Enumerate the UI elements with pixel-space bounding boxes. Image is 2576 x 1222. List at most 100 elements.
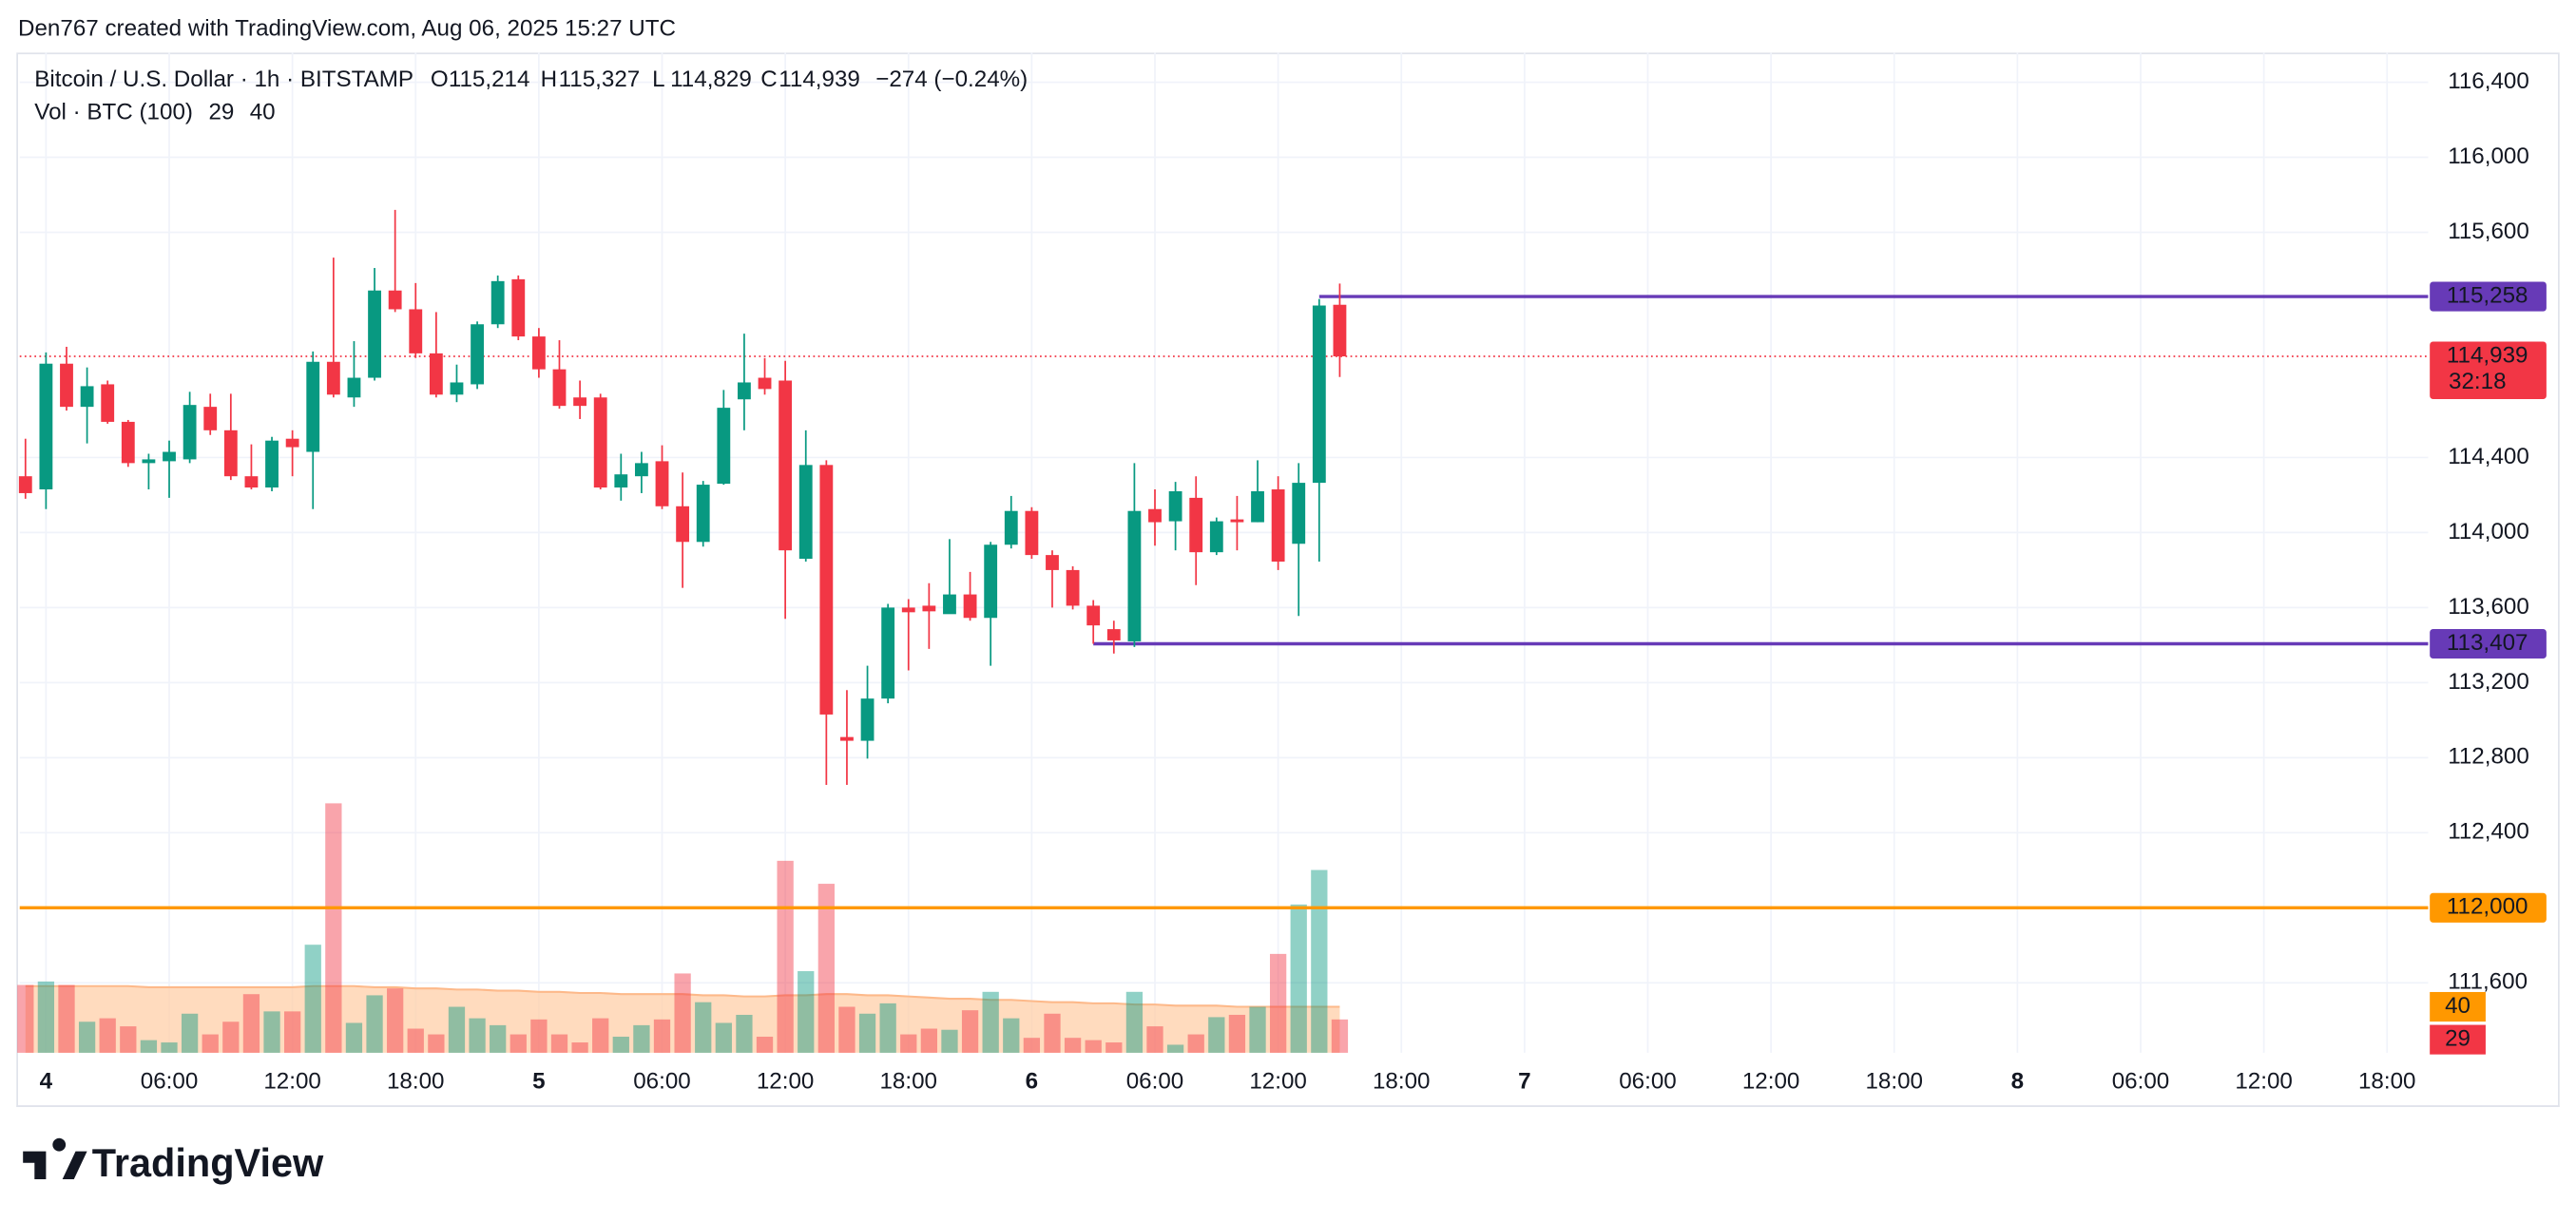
- volume-bar: [858, 1013, 876, 1053]
- volume-bar: [715, 1022, 732, 1053]
- candle-body: [511, 278, 526, 337]
- legend-value: 115,214: [449, 67, 530, 92]
- y-tick-label: 113,200: [2448, 669, 2529, 695]
- candle-body: [593, 397, 607, 488]
- candle-body: [285, 438, 299, 448]
- x-tick-label: 12:00: [263, 1068, 321, 1094]
- volume-bar: [428, 1034, 445, 1053]
- volume-bar: [756, 1036, 774, 1053]
- volume-bar: [1208, 1017, 1225, 1053]
- volume-bar: [490, 1024, 507, 1053]
- volume-bar: [1311, 869, 1328, 1053]
- volume-bar: [1228, 1014, 1246, 1053]
- last-price-label: 114,939: [2447, 342, 2528, 368]
- logo-text: TradingView: [92, 1140, 324, 1185]
- x-tick-label: 5: [532, 1068, 545, 1094]
- volume-bar: [1125, 991, 1144, 1053]
- volume-bar: [612, 1036, 629, 1053]
- volume-ma-area: [25, 985, 1340, 1053]
- candle-body: [121, 421, 135, 464]
- candle-body: [655, 461, 669, 506]
- volume-bar: [653, 1019, 671, 1053]
- candle-body: [1066, 569, 1080, 606]
- volume-bar: [448, 1006, 466, 1053]
- legend-key: O: [431, 67, 449, 92]
- y-tick-label: 112,400: [2448, 819, 2529, 845]
- volume-bar: [469, 1018, 486, 1053]
- candle-body: [1209, 521, 1223, 553]
- volume-label: 29: [2445, 1025, 2470, 1051]
- volume-bar: [571, 1042, 588, 1053]
- x-tick-label: 06:00: [1619, 1068, 1677, 1094]
- candle-body: [326, 361, 340, 395]
- volume-bar: [181, 1013, 199, 1053]
- last-price-box: [2430, 341, 2547, 399]
- candle-body: [901, 607, 915, 613]
- axes: 4 06:00 12:00 18:00 5 06:00 12:00 18:00 6 06:00 12…: [40, 68, 2547, 1094]
- candle-body: [60, 363, 73, 408]
- volume-ma-label-box: [2430, 991, 2486, 1022]
- legend-value: 114,829: [670, 67, 752, 92]
- legend-key: H: [541, 67, 557, 92]
- logo: TradingView: [23, 1137, 324, 1185]
- volume-bar: [1166, 1044, 1184, 1053]
- candle-body: [1106, 629, 1121, 640]
- candle-body: [265, 440, 279, 488]
- volume-bar: [1003, 1018, 1020, 1053]
- candle-body: [676, 506, 690, 543]
- volume-ma-line: [25, 984, 1340, 1008]
- volume-bar: [263, 1011, 280, 1053]
- legend-key: L: [652, 67, 664, 92]
- level-label-box: [2430, 628, 2547, 659]
- x-tick-label: 12:00: [757, 1068, 815, 1094]
- volume-label-box: [2430, 1024, 2486, 1055]
- candle-body: [388, 290, 402, 310]
- candle-body: [717, 408, 731, 485]
- volume-bar: [1187, 1034, 1204, 1053]
- volume-bar: [1085, 1040, 1102, 1053]
- volume-bar: [1331, 1019, 1349, 1053]
- candle-body: [142, 459, 156, 464]
- volume-bar: [283, 1011, 301, 1053]
- volume-bar: [1269, 953, 1287, 1053]
- volume-bar: [530, 1019, 548, 1053]
- volume-bar: [592, 1018, 609, 1053]
- volume-bar: [140, 1040, 158, 1053]
- volume-bar: [509, 1034, 527, 1053]
- legend-value: 115,327: [559, 67, 641, 92]
- candle-body: [1271, 489, 1285, 563]
- x-tick-label: 06:00: [141, 1068, 199, 1094]
- volume-bar: [387, 988, 404, 1053]
- x-tick-label: 18:00: [2358, 1068, 2416, 1094]
- volume-bar: [407, 1028, 424, 1053]
- x-tick-label: 4: [40, 1068, 53, 1094]
- candle-body: [1086, 605, 1101, 626]
- volume-bar: [900, 1034, 917, 1053]
- candle-body: [306, 361, 320, 452]
- candle-body: [614, 474, 628, 488]
- x-tick-label: 06:00: [2112, 1068, 2170, 1094]
- volume-bar: [736, 1014, 753, 1053]
- x-tick-label: 12:00: [2235, 1068, 2293, 1094]
- volume-bar: [120, 1026, 137, 1053]
- candle-body: [1230, 519, 1244, 523]
- volume-bar: [58, 984, 75, 1053]
- candle-body: [1046, 555, 1059, 570]
- y-tick-label: 115,600: [2448, 219, 2529, 244]
- candle-body: [963, 594, 977, 619]
- candle-body: [798, 465, 813, 560]
- candle-body: [552, 369, 567, 407]
- candle-body: [984, 544, 998, 619]
- candle-body: [881, 607, 895, 699]
- x-tick-label: 7: [1518, 1068, 1530, 1094]
- candle-body: [1189, 497, 1203, 553]
- volume-bar: [777, 860, 794, 1053]
- volume-bar: [202, 1034, 219, 1053]
- volume-bar: [304, 945, 321, 1053]
- candle-body: [531, 336, 546, 370]
- candle-body: [1312, 305, 1326, 484]
- volume-bar: [1249, 1006, 1266, 1053]
- volume-bar: [961, 1010, 979, 1053]
- volume-bar: [674, 973, 691, 1053]
